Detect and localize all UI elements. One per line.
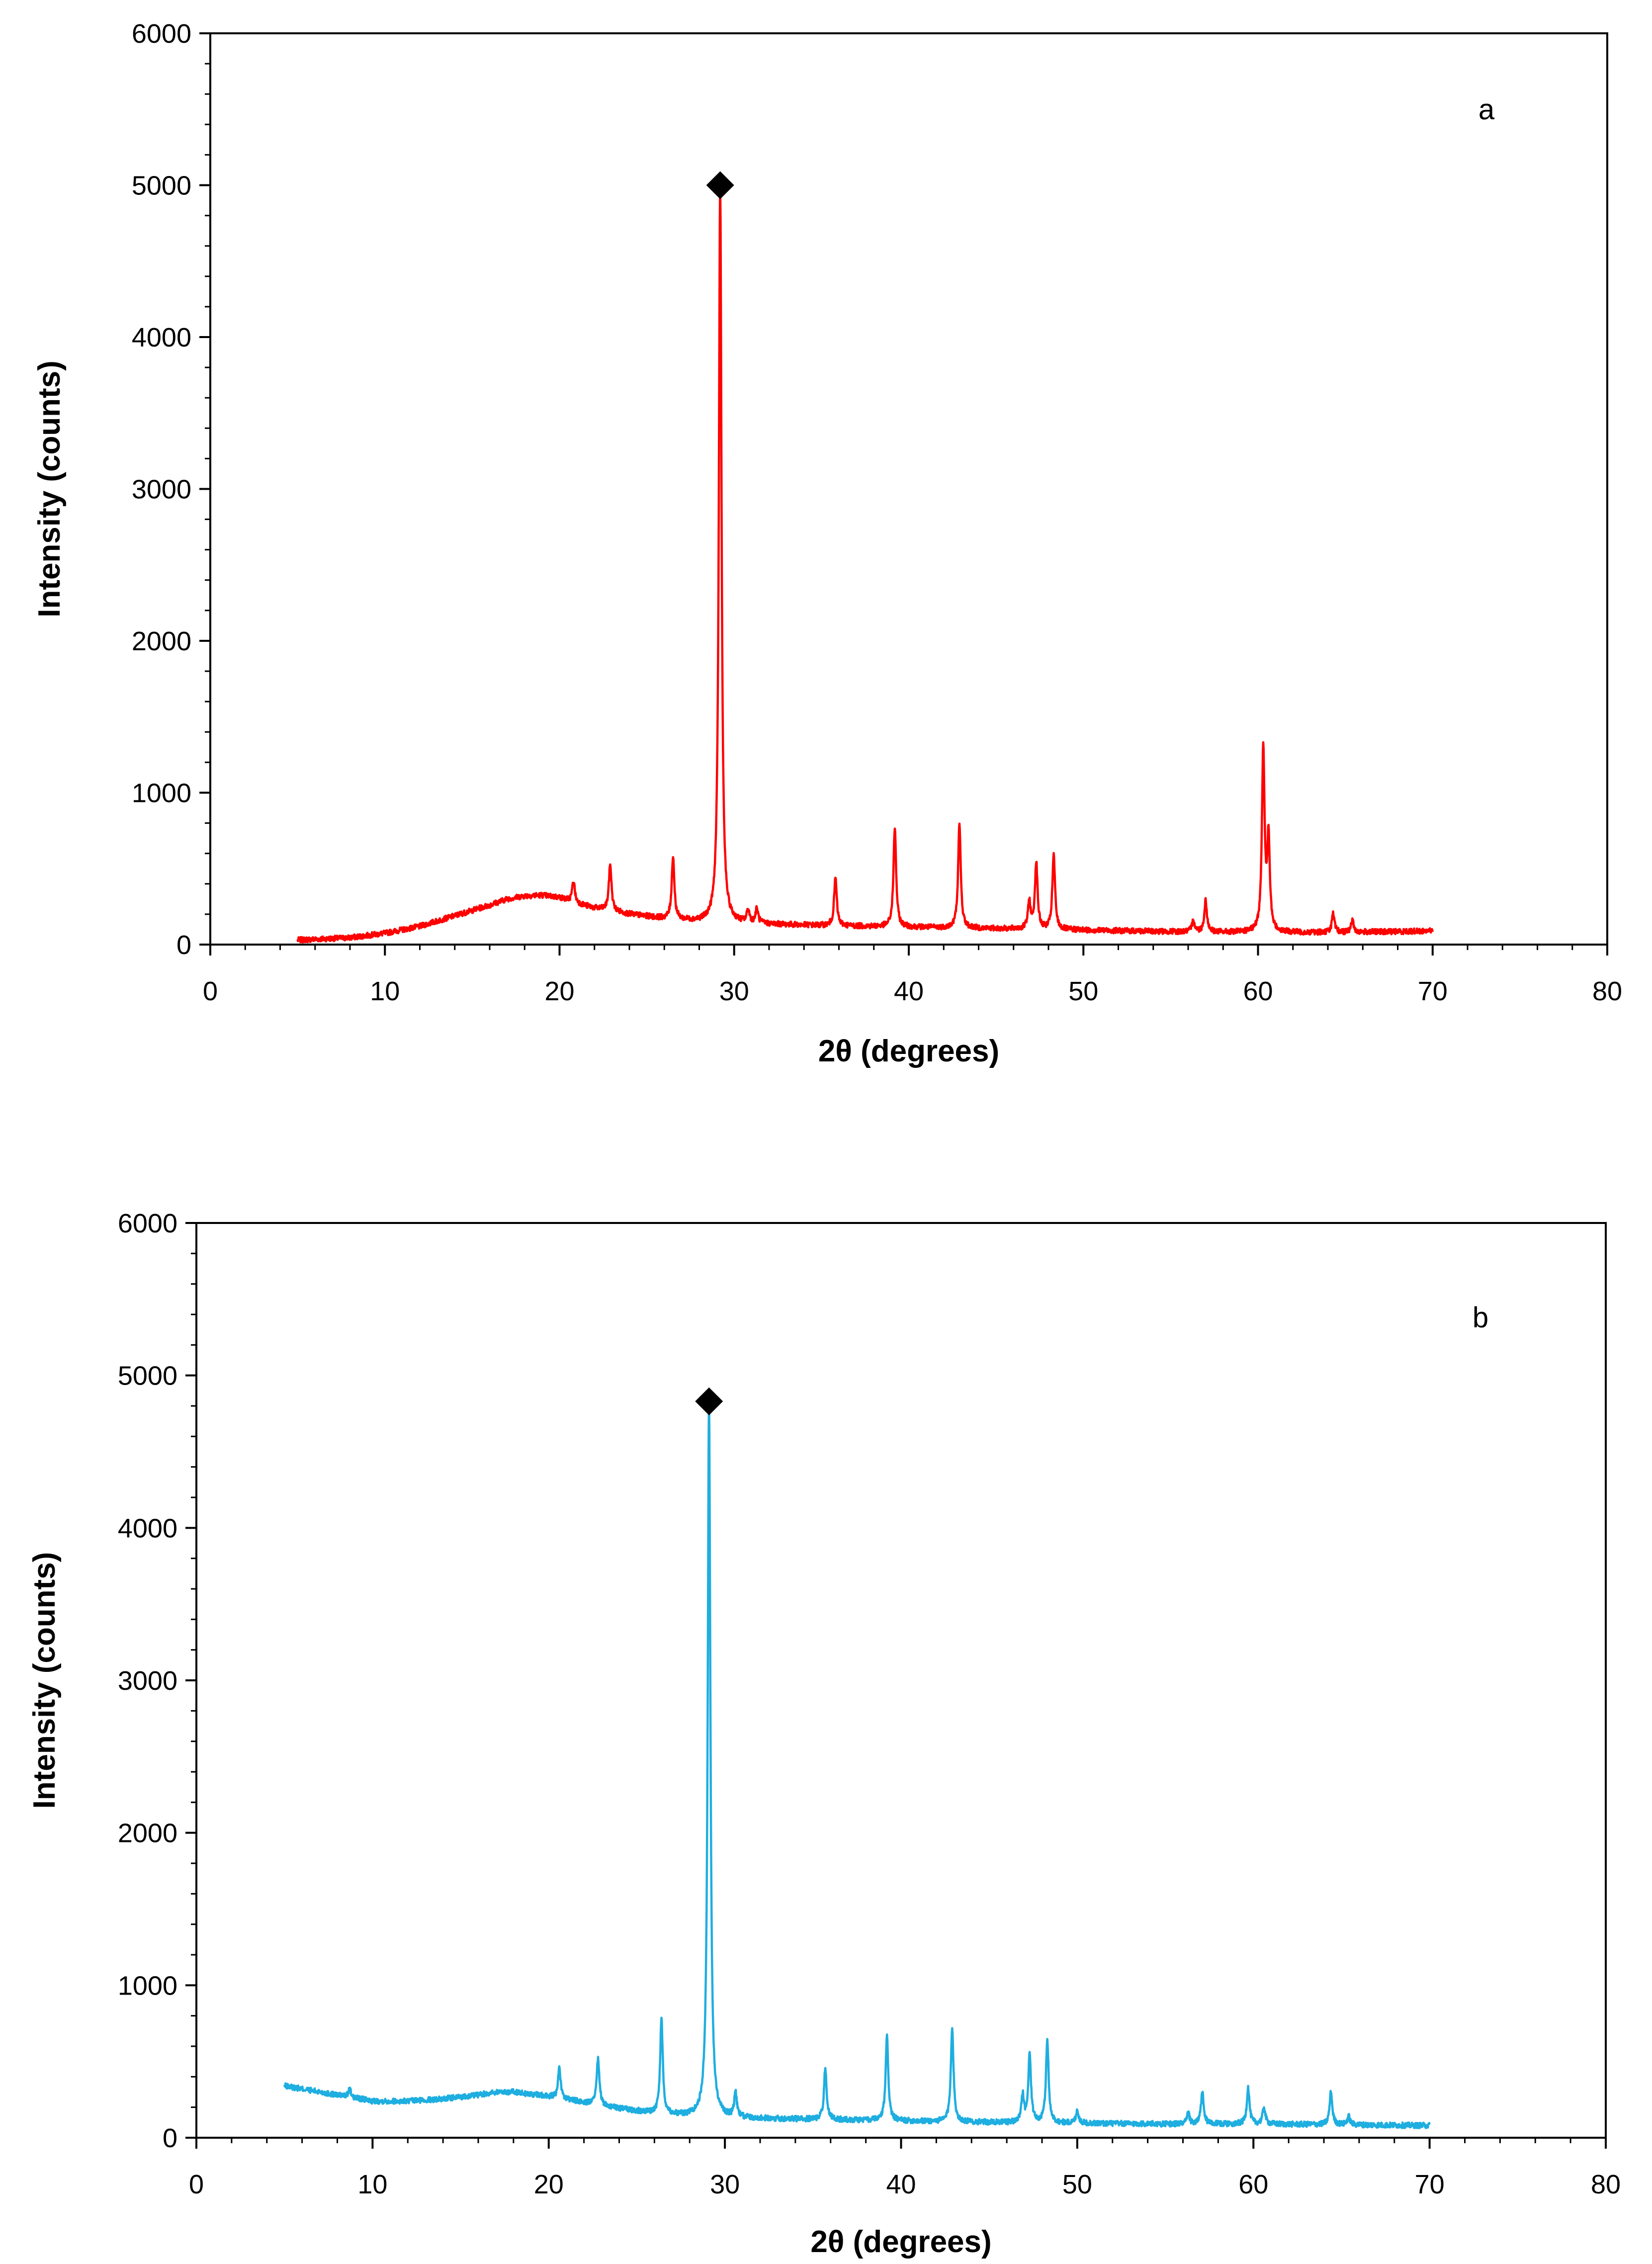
y-tick-label: 0	[163, 2123, 177, 2153]
x-tick-label: 10	[370, 976, 400, 1006]
x-tick-label: 40	[894, 976, 924, 1006]
x-tick-label: 30	[710, 2170, 740, 2199]
x-tick-label: 30	[719, 976, 749, 1006]
main-peak-diamond-marker	[706, 171, 734, 199]
panel-label: b	[1473, 1302, 1488, 1334]
plot-frame	[195, 1222, 1607, 2139]
y-tick-label: 3000	[132, 475, 191, 505]
y-tick-label: 2000	[118, 1819, 177, 1848]
main-peak-diamond-marker	[695, 1387, 723, 1415]
x-tick-label: 40	[886, 2170, 916, 2199]
y-tick-label: 0	[176, 930, 191, 960]
plot-frame	[209, 32, 1608, 946]
y-axis-title: Intensity (counts)	[27, 1552, 62, 1809]
x-tick-label: 70	[1418, 976, 1448, 1006]
x-tick-label: 20	[534, 2170, 564, 2199]
x-tick-label: 20	[544, 976, 574, 1006]
x-tick-label: 50	[1062, 2170, 1092, 2199]
x-tick-label: 50	[1068, 976, 1098, 1006]
x-tick-label: 70	[1415, 2170, 1445, 2199]
y-tick-label: 6000	[132, 19, 191, 49]
y-tick-label: 1000	[132, 779, 191, 808]
y-axis-title: Intensity (counts)	[32, 360, 67, 617]
chart-panel-a: 0 1000 2000 3000 4000 5000 6000 0 10 20 30 40 50 60 70…	[32, 19, 1622, 1068]
y-tick-label: 2000	[132, 626, 191, 656]
x-tick-label: 60	[1238, 2170, 1268, 2199]
x-tick-label: 0	[189, 2170, 204, 2199]
chart-panel-b: 0 1000 2000 3000 4000 5000 6000 0 10 20 30 40 50 60 70…	[27, 1209, 1621, 2259]
x-tick-label: 0	[203, 976, 218, 1006]
y-tick-label: 5000	[118, 1361, 177, 1391]
panel-label: a	[1478, 93, 1495, 126]
x-axis-title: 2θ (degrees)	[810, 2225, 991, 2259]
x-tick-label: 10	[357, 2170, 387, 2199]
x-tick-label: 60	[1243, 976, 1273, 1006]
diffraction-series-line	[296, 182, 1434, 944]
y-tick-label: 3000	[118, 1666, 177, 1696]
y-tick-label: 6000	[118, 1209, 177, 1238]
y-tick-label: 5000	[132, 171, 191, 201]
x-tick-label: 80	[1591, 2170, 1621, 2199]
x-tick-label: 80	[1592, 976, 1622, 1006]
y-tick-label: 1000	[118, 1971, 177, 2001]
x-axis-title: 2θ (degrees)	[818, 1034, 999, 1068]
y-tick-label: 4000	[132, 323, 191, 352]
diffraction-series-line	[283, 1397, 1431, 2129]
y-tick-label: 4000	[118, 1513, 177, 1543]
